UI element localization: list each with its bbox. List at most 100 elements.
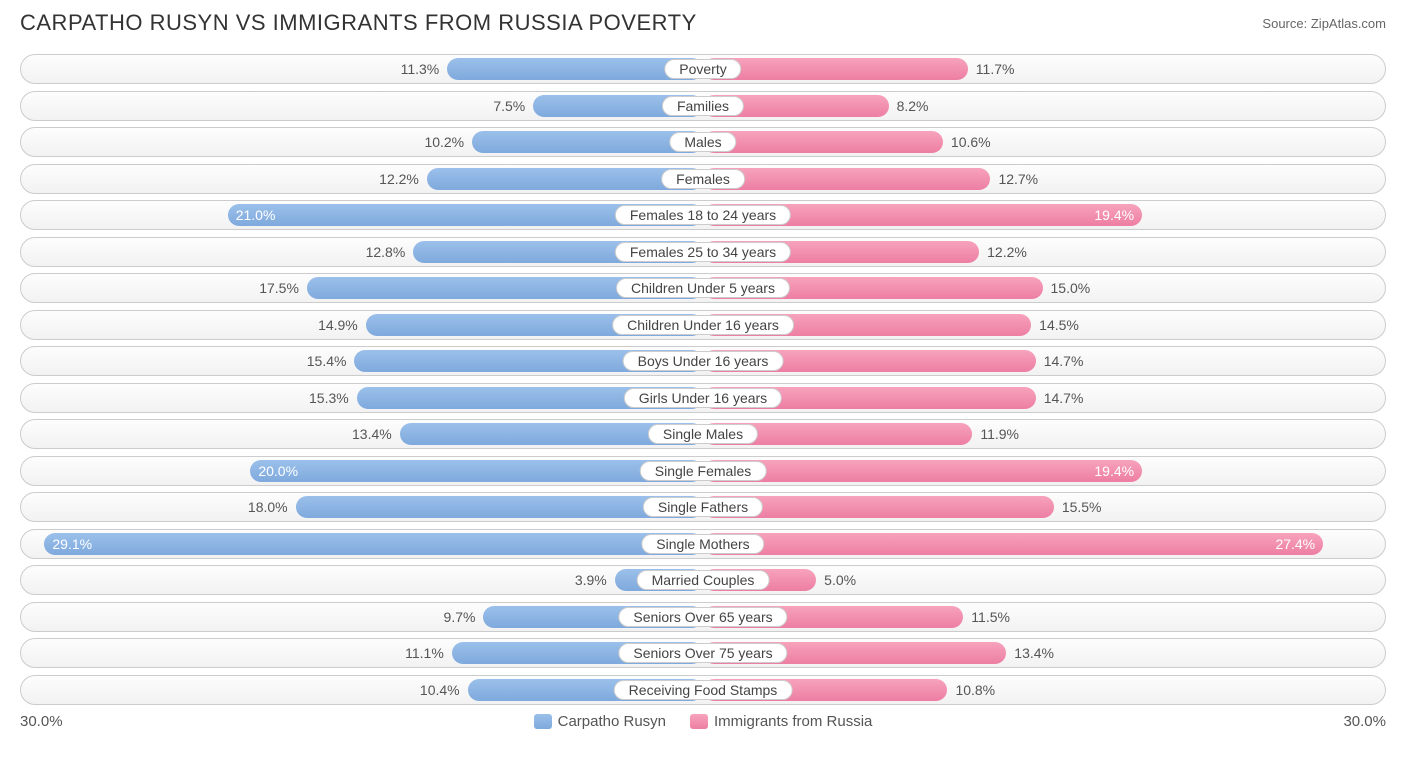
bar-track-left: 7.5% xyxy=(24,95,703,117)
bar-right: 27.4% xyxy=(703,533,1323,555)
value-label-right: 14.7% xyxy=(1036,353,1084,369)
chart-row: 15.4% 14.7% Boys Under 16 years xyxy=(20,346,1386,376)
value-label-right: 19.4% xyxy=(1094,463,1134,479)
legend-item-left: Carpatho Rusyn xyxy=(534,713,666,730)
value-label-right: 13.4% xyxy=(1006,645,1054,661)
category-label: Males xyxy=(669,132,736,152)
value-label-left: 15.4% xyxy=(307,353,355,369)
value-label-left: 13.4% xyxy=(352,426,400,442)
bar-track-right: 12.2% xyxy=(703,241,1382,263)
category-label: Children Under 16 years xyxy=(612,315,794,335)
legend: Carpatho Rusyn Immigrants from Russia xyxy=(534,713,873,730)
bar-track-left: 17.5% xyxy=(24,277,703,299)
chart-row: 14.9% 14.5% Children Under 16 years xyxy=(20,310,1386,340)
chart-header: CARPATHO RUSYN VS IMMIGRANTS FROM RUSSIA… xyxy=(20,10,1386,36)
value-label-right: 12.2% xyxy=(979,244,1027,260)
legend-swatch-pink xyxy=(690,714,708,729)
bar-track-right: 14.7% xyxy=(703,350,1382,372)
category-label: Poverty xyxy=(664,59,741,79)
value-label-left: 3.9% xyxy=(575,572,615,588)
value-label-left: 12.8% xyxy=(366,244,414,260)
value-label-left: 21.0% xyxy=(236,207,276,223)
bar-track-right: 8.2% xyxy=(703,95,1382,117)
bar-track-right: 19.4% xyxy=(703,460,1382,482)
bar-track-right: 5.0% xyxy=(703,569,1382,591)
bar-track-right: 14.7% xyxy=(703,387,1382,409)
bar-track-right: 19.4% xyxy=(703,204,1382,226)
category-label: Females xyxy=(661,169,745,189)
value-label-left: 20.0% xyxy=(258,463,298,479)
bar-track-left: 14.9% xyxy=(24,314,703,336)
value-label-right: 14.5% xyxy=(1031,317,1079,333)
chart-source: Source: ZipAtlas.com xyxy=(1262,16,1386,31)
bar-track-left: 20.0% xyxy=(24,460,703,482)
chart-row: 7.5%8.2%Families xyxy=(20,91,1386,121)
category-label: Females 18 to 24 years xyxy=(615,205,791,225)
value-label-left: 9.7% xyxy=(444,609,484,625)
chart-row: 9.7% 11.5% Seniors Over 65 years xyxy=(20,602,1386,632)
chart-row: 11.1% 13.4% Seniors Over 75 years xyxy=(20,638,1386,668)
bar-track-left: 15.3% xyxy=(24,387,703,409)
chart-row: 17.5% 15.0%Children Under 5 years xyxy=(20,273,1386,303)
value-label-right: 10.6% xyxy=(943,134,991,150)
chart-row: 3.9%5.0%Married Couples xyxy=(20,565,1386,595)
legend-label-right: Immigrants from Russia xyxy=(714,713,872,730)
bar-left: 20.0% xyxy=(250,460,703,482)
chart-row: 13.4% 11.9%Single Males xyxy=(20,419,1386,449)
bar-track-left: 11.1% xyxy=(24,642,703,664)
chart-row: 21.0% 19.4%Females 18 to 24 years xyxy=(20,200,1386,230)
bar-track-right: 13.4% xyxy=(703,642,1382,664)
chart-row: 29.1%27.4%Single Mothers xyxy=(20,529,1386,559)
bar-track-left: 10.2% xyxy=(24,131,703,153)
bar-left: 29.1% xyxy=(44,533,703,555)
value-label-left: 17.5% xyxy=(259,280,307,296)
category-label: Females 25 to 34 years xyxy=(615,242,791,262)
bar-right: 10.6% xyxy=(703,131,943,153)
chart-row: 15.3% 14.7% Girls Under 16 years xyxy=(20,383,1386,413)
chart-row: 18.0%15.5%Single Fathers xyxy=(20,492,1386,522)
source-label: Source: xyxy=(1262,16,1307,31)
category-label: Girls Under 16 years xyxy=(624,388,782,408)
bar-track-left: 18.0% xyxy=(24,496,703,518)
value-label-left: 10.2% xyxy=(424,134,472,150)
bar-track-right: 12.7% xyxy=(703,168,1382,190)
chart-row: 12.8% 12.2% Females 25 to 34 years xyxy=(20,237,1386,267)
bar-track-left: 15.4% xyxy=(24,350,703,372)
value-label-right: 11.7% xyxy=(968,61,1015,77)
value-label-right: 10.8% xyxy=(947,682,995,698)
legend-item-right: Immigrants from Russia xyxy=(690,713,872,730)
bar-right: 11.7% xyxy=(703,58,968,80)
category-label: Seniors Over 65 years xyxy=(618,607,787,627)
category-label: Boys Under 16 years xyxy=(623,351,784,371)
bar-right: 12.7% xyxy=(703,168,990,190)
category-label: Single Males xyxy=(648,424,758,444)
bar-track-left: 13.4% xyxy=(24,423,703,445)
bar-track-right: 14.5% xyxy=(703,314,1382,336)
value-label-left: 29.1% xyxy=(52,536,92,552)
chart-row: 10.4%10.8%Receiving Food Stamps xyxy=(20,675,1386,705)
bar-track-right: 15.0% xyxy=(703,277,1382,299)
chart-title: CARPATHO RUSYN VS IMMIGRANTS FROM RUSSIA… xyxy=(20,10,697,36)
value-label-left: 11.1% xyxy=(405,645,452,661)
axis-max-left: 30.0% xyxy=(20,713,63,730)
value-label-right: 11.5% xyxy=(963,609,1010,625)
value-label-right: 14.7% xyxy=(1036,390,1084,406)
bar-track-left: 12.2% xyxy=(24,168,703,190)
category-label: Children Under 5 years xyxy=(616,278,790,298)
value-label-left: 12.2% xyxy=(379,171,427,187)
bar-track-right: 27.4% xyxy=(703,533,1382,555)
value-label-right: 27.4% xyxy=(1275,536,1315,552)
value-label-left: 15.3% xyxy=(309,390,357,406)
source-name: ZipAtlas.com xyxy=(1311,16,1386,31)
category-label: Single Fathers xyxy=(643,497,763,517)
category-label: Seniors Over 75 years xyxy=(618,643,787,663)
bar-track-right: 11.5% xyxy=(703,606,1382,628)
bar-track-right: 11.7% xyxy=(703,58,1382,80)
value-label-left: 14.9% xyxy=(318,317,366,333)
bar-track-right: 11.9% xyxy=(703,423,1382,445)
value-label-left: 18.0% xyxy=(248,499,296,515)
bar-track-right: 10.8% xyxy=(703,679,1382,701)
bar-track-right: 10.6% xyxy=(703,131,1382,153)
legend-label-left: Carpatho Rusyn xyxy=(558,713,666,730)
diverging-bar-chart: 11.3%11.7%Poverty7.5%8.2%Families10.2%10… xyxy=(20,54,1386,705)
